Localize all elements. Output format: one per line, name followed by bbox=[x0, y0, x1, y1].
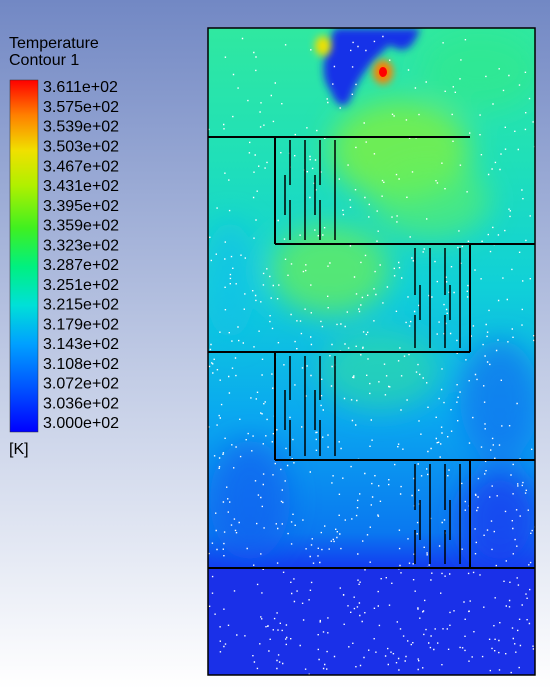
legend-label: 3.323e+02 bbox=[43, 237, 119, 254]
legend-labels: 3.611e+02 3.575e+02 3.539e+02 3.503e+02 3.46… bbox=[43, 79, 119, 432]
legend-label: 3.359e+02 bbox=[43, 218, 119, 235]
field-blobs bbox=[208, 30, 535, 570]
legend-label: 3.179e+02 bbox=[43, 316, 119, 333]
walls bbox=[207, 27, 536, 676]
legend-label: 3.215e+02 bbox=[43, 297, 119, 314]
legend-label: 3.251e+02 bbox=[43, 277, 119, 294]
legend-label: 3.108e+02 bbox=[43, 356, 119, 373]
legend-label: 3.036e+02 bbox=[43, 395, 119, 412]
hot-spot bbox=[315, 36, 331, 56]
hot-spot-core bbox=[379, 67, 387, 77]
legend-label: 3.287e+02 bbox=[43, 257, 119, 274]
legend-label: 3.503e+02 bbox=[43, 139, 119, 156]
legend-label: 3.575e+02 bbox=[43, 99, 119, 116]
bottom-region bbox=[208, 568, 535, 675]
legend-unit: [K] bbox=[9, 441, 29, 458]
color-bar bbox=[9, 79, 39, 433]
legend-label: 3.072e+02 bbox=[43, 376, 119, 393]
legend-label: 3.467e+02 bbox=[43, 158, 119, 175]
legend-label: 3.395e+02 bbox=[43, 198, 119, 215]
legend-subtitle: Contour 1 bbox=[9, 52, 79, 69]
legend-label: 3.143e+02 bbox=[43, 336, 119, 353]
legend-label: 3.539e+02 bbox=[43, 119, 119, 136]
legend-label: 3.611e+02 bbox=[43, 79, 118, 96]
cold-plume bbox=[323, 28, 420, 106]
legend-label: 3.000e+02 bbox=[43, 415, 119, 432]
legend-label: 3.431e+02 bbox=[43, 178, 119, 195]
legend-title: Temperature bbox=[9, 35, 99, 52]
